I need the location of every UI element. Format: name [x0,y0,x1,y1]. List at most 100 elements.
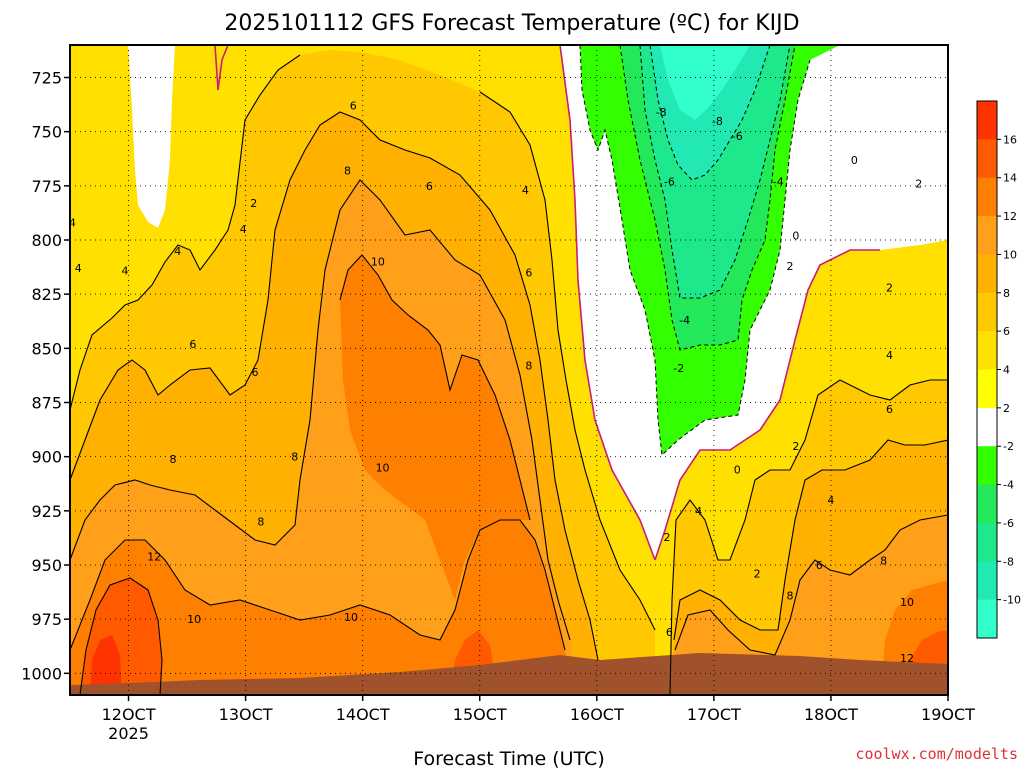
contour-line [669,379,948,695]
contour-label: 12 [900,652,914,665]
colorbar-label: -6 [1003,517,1014,530]
y-tick-label: 800 [31,231,62,250]
colorbar-label: -2 [1003,440,1014,453]
contour-label: 4 [122,264,129,277]
freezing-line [214,45,880,561]
contour-label: 0 [734,464,741,477]
colorbar-swatch [977,561,997,601]
contour-label: 8 [291,451,298,464]
colorbar-swatch [977,522,997,562]
contour-label: -4 [679,314,690,327]
contour-label: 6 [251,366,258,379]
y-tick-label: 750 [31,123,62,142]
colorbar-label: 8 [1003,287,1010,300]
contour-label: 6 [426,180,433,193]
contour-line [70,179,571,641]
plot-frame [69,44,949,696]
contour-line [79,577,163,695]
contour-label: 4 [75,262,82,275]
contour-label: 10 [187,613,201,626]
contour-label: 10 [371,256,385,269]
contour-label: 6 [666,626,673,639]
band-14-16 [90,635,122,695]
y-tick-label: 1000 [21,664,62,683]
colorbar-swatch [977,331,997,370]
credit-link[interactable]: coolwx.com/modelts [855,745,1018,763]
colorbar-swatch [977,292,997,332]
colorbar-swatch [977,177,997,217]
y-tick-label: 900 [31,448,62,467]
contour-label: 10 [376,462,390,475]
contour-line-negative [619,45,796,351]
contour-label: 6 [816,559,823,572]
x-tick-label: 16OCT [570,705,624,724]
colorbar-label: 2 [1003,402,1010,415]
contour-label: 8 [170,453,177,466]
contour-label: 10 [900,596,914,609]
x-tick-label: 13OCT [219,705,273,724]
x-tick-label: 17OCT [687,705,741,724]
contour-label: 2 [786,260,793,273]
contour-label: 4 [886,349,893,362]
colorbar-swatch [977,139,997,179]
contour-line [479,91,656,631]
colorbar-swatch [977,446,997,486]
contour-label: -6 [732,130,743,143]
y-tick-label: 950 [31,556,62,575]
colorbar-label: 6 [1003,325,1010,338]
x-tick-label: 18OCT [804,705,858,724]
contour-label: 2 [792,440,799,453]
colorbar: 16 14 12 10 8 6 4 2 -2 -4 -6 -8 -10 [976,100,1021,639]
y-tick-label: 775 [31,177,62,196]
contour-label: 0 [851,154,858,167]
colorbar-label: -8 [1003,555,1014,568]
y-tick-label: 825 [31,285,62,304]
colorbar-label: -4 [1003,479,1014,492]
colorbar-swatch [977,599,997,639]
contour-label: -6 [664,176,675,189]
contour-label: 8 [786,589,793,602]
y-axis: 725 750 775 800 825 850 875 900 925 950 975 1000 [21,69,70,683]
contour-label: 4 [240,223,247,236]
colorbar-swatch [977,369,997,409]
colorbar-swatch [977,216,997,255]
x-tick-label: 19OCT [921,705,975,724]
contour-label: 6 [886,403,893,416]
contour-line [674,514,948,656]
contour-label: -4 [773,176,784,189]
x-year-label: 2025 [108,724,149,743]
contour-label: 2 [754,568,761,581]
zero-contour [214,45,229,91]
colorbar-swatch [977,484,997,524]
contour-label: 4 [695,505,702,518]
colorbar-swatch [977,254,997,294]
contour-label: 2 [915,178,922,191]
colorbar-swatch [977,407,997,447]
band-below-minus10 [660,45,750,120]
x-axis: 12OCT 13OCT 14OCT 15OCT 16OCT 17OCT 18OCT 19OCT [102,695,975,724]
colorbar-label: 14 [1003,172,1017,185]
grid-lines [70,45,948,695]
contour-label: 4 [174,245,181,258]
zero-contour [559,45,656,561]
contour-label: 0 [792,230,799,243]
contour-label: 2 [250,197,257,210]
contour-line-negative [579,45,811,457]
terrain [70,653,948,695]
band-8-10-right [672,515,948,695]
colorbar-label: 12 [1003,210,1017,223]
contour-line [70,54,301,411]
contour-label: 4 [69,217,76,230]
y-tick-label: 875 [31,394,62,413]
contour-line [339,254,531,521]
y-tick-label: 725 [31,69,62,88]
x-tick-label: 14OCT [336,705,390,724]
contour-line [70,519,566,651]
contour-label: 2 [886,282,893,295]
x-tick-label: 15OCT [453,705,507,724]
contour-line [673,439,948,641]
contour-label: 12 [147,550,161,563]
